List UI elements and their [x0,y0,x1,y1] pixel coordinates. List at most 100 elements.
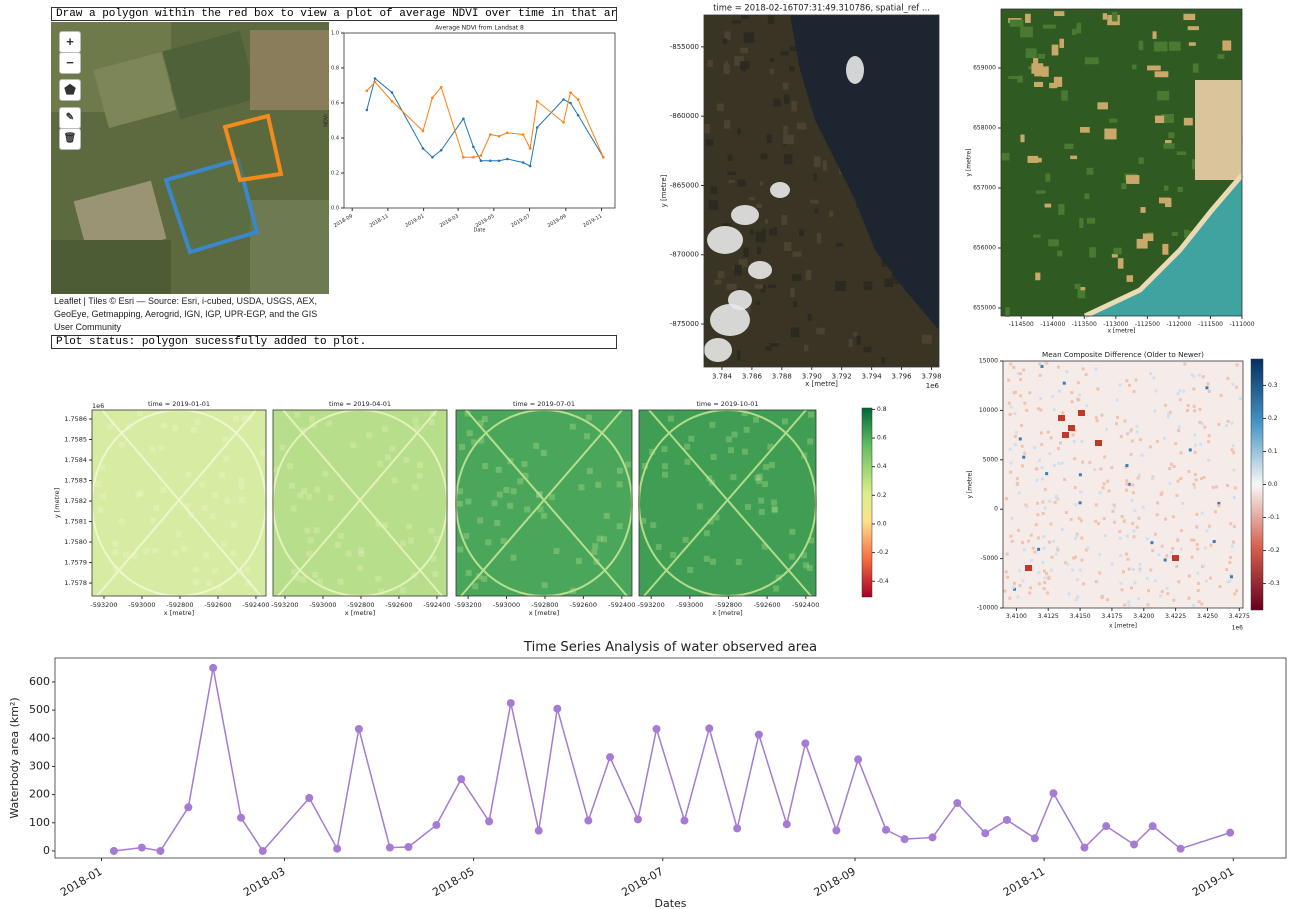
pixel [703,530,710,537]
pixel [99,464,106,471]
pixel [1179,477,1183,481]
x-tick-label: -114500 [1009,321,1034,328]
pixel [1200,477,1204,481]
pixel [1065,562,1069,566]
land-texture [881,259,888,267]
x-tick-label: 2019-01 [404,213,425,229]
zoom-in[interactable]: + [59,31,81,53]
data-point [390,99,394,103]
pixel [533,442,540,449]
pixel [1187,596,1191,600]
pixel [279,444,286,451]
draw-polygon[interactable]: ⬟ [59,79,81,101]
pixel [1019,394,1023,398]
pixel [1145,576,1149,580]
pixel [327,494,334,501]
ndvi-image [639,410,816,596]
y-tick-label: 1.7579 [64,559,87,567]
pixel [1183,362,1187,366]
y-tick-label: 15000 [979,358,998,365]
pixel [1021,579,1025,583]
pixel [1028,391,1032,395]
pixel [771,506,778,513]
cloud [728,290,752,310]
pixel [1206,382,1210,386]
pixel [1124,488,1128,492]
land-texture [822,160,827,171]
x-tick-label: 2018-03 [241,865,287,899]
y-tick-label: 656000 [973,245,996,252]
pixel [1023,548,1027,552]
delete-layers[interactable]: 🗑 [59,128,81,150]
zoom-out[interactable]: − [59,52,81,74]
pixel [507,502,514,509]
pixel [1163,403,1167,407]
land-texture [1033,234,1041,238]
pixel [1010,539,1014,543]
pixel [1018,584,1022,588]
pixel [1096,387,1100,391]
pixel [1226,580,1230,584]
data-point [953,799,962,808]
land-texture [769,228,777,236]
pixel [399,587,406,594]
pixel [807,411,814,418]
pixel [1235,385,1239,389]
pixel [1048,452,1052,456]
pixel [1230,544,1234,548]
pixel [337,578,344,585]
pixel [1151,549,1155,553]
pixel [1225,568,1229,572]
land-texture [705,139,714,146]
pixel [456,488,463,495]
pixel [578,484,585,491]
y-tick-label: 1.7583 [64,477,87,485]
pixel [273,466,280,473]
pixel [1028,591,1032,595]
sea [1085,175,1242,316]
land-texture [1034,72,1044,77]
colorbar-tick-label: 0.4 [877,463,887,470]
pixel [1041,512,1045,516]
y-tick-label: 1.7578 [64,579,87,587]
land-texture [1005,307,1010,317]
pixel [149,516,156,523]
pixel [1147,589,1151,593]
data-point [479,159,483,163]
colorbar-tick-label: 0.2 [1268,415,1278,422]
pixel [1042,535,1046,539]
x-tick-label: -592800 [715,601,742,609]
x-tick-label: -593000 [676,601,703,609]
x-tick-label: 3.790 [802,372,822,380]
data-point [472,155,475,159]
land-texture [1191,159,1198,170]
land-texture [783,242,792,252]
pixel [1076,595,1080,599]
x-tick-label: -111500 [1198,321,1223,328]
pixel [1016,372,1020,376]
x-tick-label: 2019-07 [510,213,531,229]
pixel [661,463,668,470]
pixel [725,436,732,443]
pixel [314,486,321,493]
edit-layers[interactable]: ✎ [59,107,81,129]
pixel [238,477,245,484]
y-axis-label: Waterbody area (km²) [8,697,21,818]
pixel [158,444,165,451]
y-tick-label: -870000 [670,251,699,259]
pixel [1060,527,1064,531]
x-tick-label: 3.4150 [1070,613,1091,620]
pixel [1043,581,1047,585]
x-tick-label: -592400 [423,601,450,609]
land-texture [782,82,789,90]
pixel [428,527,435,534]
land-texture [1177,186,1183,193]
data-point [385,843,394,852]
data-point [109,846,118,855]
pixel [297,492,304,499]
pixel [1057,389,1061,393]
map[interactable] [51,22,329,294]
pixel [358,551,365,558]
pixel [1036,536,1040,540]
land-texture [1080,287,1086,291]
